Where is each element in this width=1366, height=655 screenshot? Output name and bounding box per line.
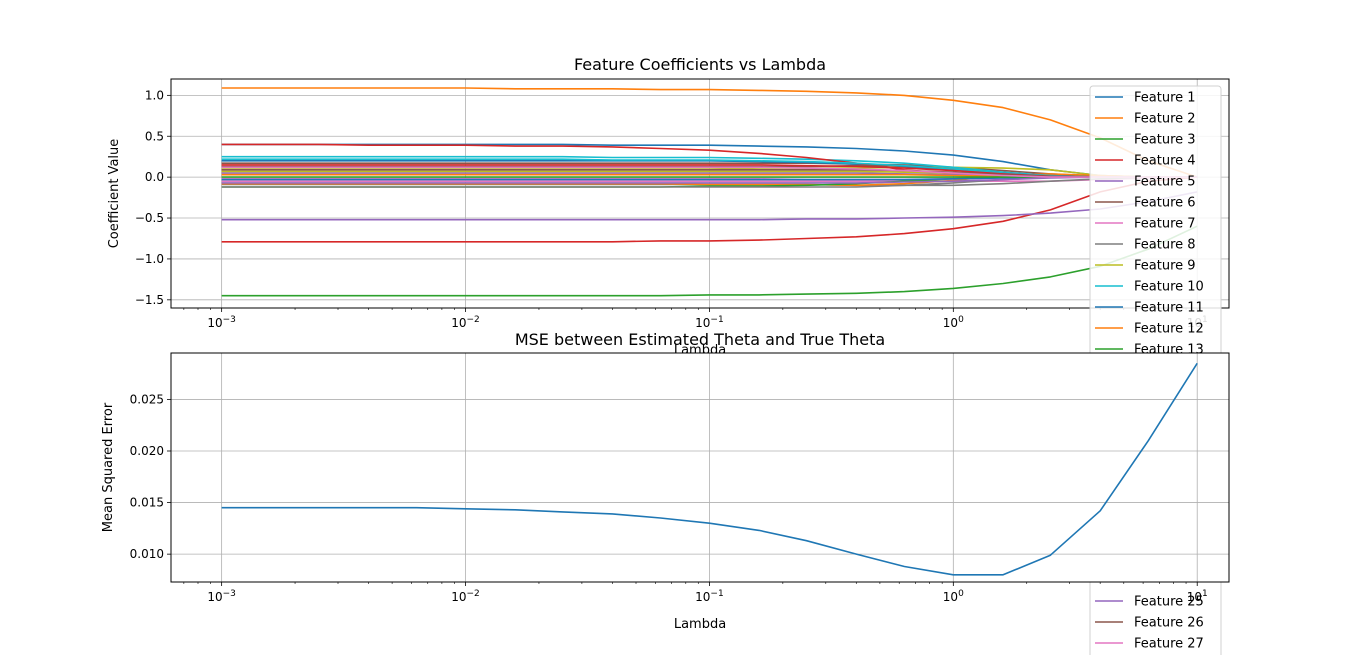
mse-y-tick-label: 0.015 — [130, 496, 164, 510]
coef-y-tick-label: −1.0 — [135, 252, 164, 266]
coef-x-tick-base: 10 — [207, 316, 222, 330]
coef-series-line-3 — [221, 225, 1198, 297]
legend-entry-label: Feature 5 — [1134, 175, 1196, 190]
coef-y-tick-label: −1.5 — [135, 293, 164, 307]
coef-x-tick-base: 10 — [943, 316, 958, 330]
mse-x-tick-label: 10−3 — [207, 589, 236, 604]
mse-x-tick-base: 10 — [451, 590, 466, 604]
legend-entry-label: Feature 25 — [1134, 595, 1204, 610]
coef-x-tick-label: 10−3 — [207, 315, 236, 330]
coef-plot-area — [171, 79, 1229, 308]
coef-y-tick-label: 1.0 — [145, 88, 164, 102]
coef-x-tick-exponent: 0 — [958, 315, 964, 325]
coef-series-line-7 — [221, 176, 1198, 182]
coef-chart-title: Feature Coefficients vs Lambda — [574, 55, 826, 74]
coef-x-tick-exponent: −2 — [467, 315, 480, 325]
mse-x-tick-exponent: 0 — [958, 589, 964, 599]
mse-x-tick-base: 10 — [943, 590, 958, 604]
mse-y-tick-label: 0.010 — [130, 547, 164, 561]
coef-x-tick-base: 10 — [695, 316, 710, 330]
coef-plot-frame — [170, 78, 1230, 309]
legend-entry-label: Feature 1 — [1134, 91, 1196, 106]
coef-series-line-25 — [221, 176, 1198, 184]
coef-y-tick-label: 0.5 — [145, 129, 164, 143]
coef-y-axis-label: Coefficient Value — [107, 139, 122, 249]
legend-entry-label: Feature 2 — [1134, 112, 1196, 127]
legend-entry-label: Feature 8 — [1134, 238, 1196, 253]
mse-x-tick-label: 100 — [943, 589, 964, 604]
mse-x-tick-base: 10 — [695, 590, 710, 604]
coef-y-tick-label: −0.5 — [135, 211, 164, 225]
coef-y-ticks: 1.0 0.5 0.0 −0.5 −1.0 −1.5 — [135, 88, 171, 307]
coef-x-tick-label: 10−2 — [451, 315, 480, 330]
legend-entry-label: Feature 9 — [1134, 259, 1196, 274]
mse-chart-title: MSE between Estimated Theta and True The… — [515, 330, 885, 349]
coef-y-tick-label: 0.0 — [145, 170, 164, 184]
coef-series-line-5 — [221, 191, 1198, 221]
coef-x-tick-base: 10 — [451, 316, 466, 330]
coef-series-line-27 — [221, 166, 1198, 178]
mse-panel: 10−3 10−2 10−1 100 101 0.0250.0200.0150.010 … — [101, 330, 1230, 632]
mse-grid — [171, 353, 1229, 582]
coef-series-line-6 — [221, 162, 1198, 178]
mse-y-tick-label: 0.025 — [130, 392, 164, 406]
coef-x-tick-label: 10−1 — [695, 315, 724, 330]
legend-entry-label: Feature 3 — [1134, 133, 1196, 148]
coef-series-line-1 — [221, 143, 1198, 178]
coef-x-tick-exponent: −1 — [710, 315, 723, 325]
mse-y-tick-label: 0.020 — [130, 444, 164, 458]
mse-series-line-1 — [221, 362, 1198, 576]
legend-entry-label: Feature 10 — [1134, 280, 1204, 295]
legend-entry-label: Feature 11 — [1134, 301, 1204, 316]
mse-x-tick-exponent: −3 — [223, 589, 236, 599]
coef-series-line-2 — [221, 87, 1198, 178]
mse-x-tick-base: 10 — [207, 590, 222, 604]
mse-x-tick-exponent: 1 — [1202, 589, 1208, 599]
coef-x-tick-exponent: −3 — [223, 315, 236, 325]
legend-entry-label: Feature 12 — [1134, 322, 1204, 337]
legend-entry-label: Feature 26 — [1134, 616, 1204, 631]
mse-y-axis-label: Mean Squared Error — [101, 402, 116, 532]
mse-y-ticks: 0.025 0.020 0.015 0.010 — [130, 392, 171, 561]
mse-x-tick-label: 10−1 — [695, 589, 724, 604]
mse-plot-frame — [170, 352, 1230, 583]
mse-x-ticks: 10−3 10−2 10−1 100 101 — [183, 582, 1208, 604]
legend-entry-label: Feature 27 — [1134, 637, 1204, 652]
mse-plot-area — [171, 353, 1229, 582]
legend-entry-label: Feature 6 — [1134, 196, 1196, 211]
coef-series-lines — [221, 87, 1198, 297]
mse-x-tick-label: 10−2 — [451, 589, 480, 604]
mse-x-tick-base: 10 — [1187, 590, 1202, 604]
coef-x-tick-label: 100 — [943, 315, 964, 330]
legend-entry-label: Feature 7 — [1134, 217, 1196, 232]
mse-x-axis-label: Lambda — [674, 617, 726, 632]
legend-entry-label: Feature 4 — [1134, 154, 1196, 169]
mse-series-lines — [221, 362, 1198, 576]
mse-x-tick-exponent: −2 — [467, 589, 480, 599]
mse-x-tick-label: 101 — [1187, 589, 1208, 604]
mse-x-tick-exponent: −1 — [710, 589, 723, 599]
